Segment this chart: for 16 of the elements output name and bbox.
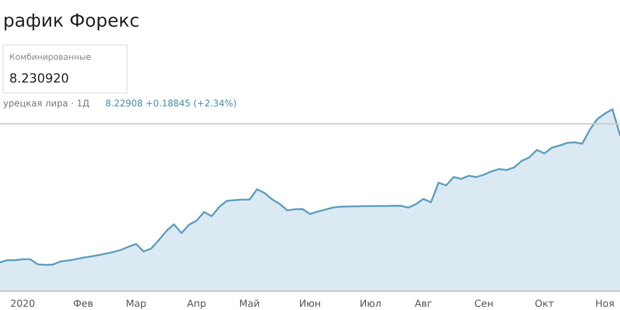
text: Комбинированные — [10, 53, 91, 62]
x-tick-label: Окт — [535, 300, 554, 307]
x-tick-label: 2020 — [11, 300, 34, 307]
text: 8.230920 — [10, 73, 68, 83]
x-tick-label: Ноя — [596, 300, 614, 307]
text: 8.22908 +0.18845 (+2.34%) — [106, 99, 236, 108]
x-tick-label: Фев — [74, 300, 93, 307]
x-tick-label: Мар — [126, 300, 146, 309]
x-tick-label: Июл — [360, 300, 381, 307]
x-tick-label: Авг — [414, 300, 432, 307]
x-tick-label: Сен — [474, 300, 493, 307]
chart-title: рафик Форекс — [4, 14, 138, 30]
x-tick-label: Апр — [187, 300, 206, 309]
x-tick-label: Май — [240, 299, 259, 307]
x-tick-label: Июн — [300, 300, 320, 307]
chart-subtitle: урецкая лира · 1Д — [3, 100, 90, 108]
